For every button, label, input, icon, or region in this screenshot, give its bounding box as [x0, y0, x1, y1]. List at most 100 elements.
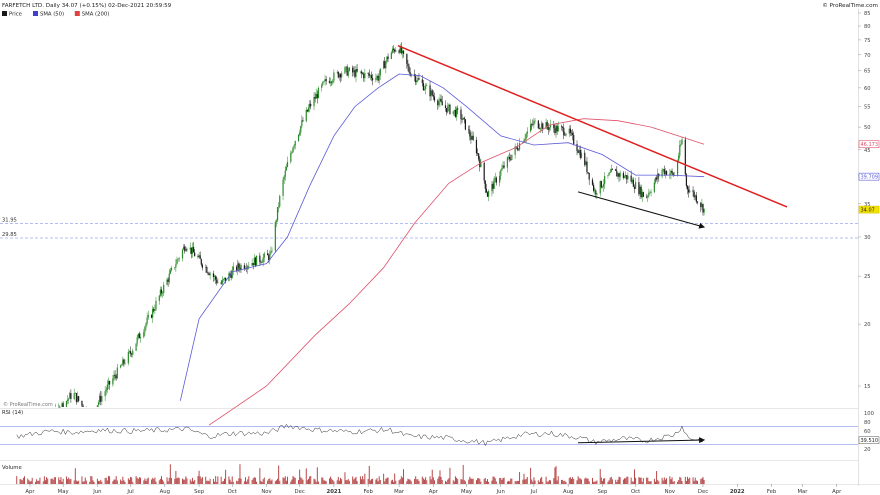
- candle-body: [344, 67, 346, 74]
- candle-body: [402, 50, 405, 54]
- volume-bar: [562, 479, 564, 484]
- candle-body: [383, 61, 385, 69]
- candle-body: [174, 267, 176, 269]
- candle-body: [592, 184, 595, 191]
- volume-bar: [515, 481, 517, 484]
- volume-bar: [305, 468, 307, 484]
- time-tick-label: Jul: [126, 489, 133, 495]
- volume-bar: [36, 479, 38, 484]
- volume-bar: [225, 469, 227, 484]
- volume-bar: [526, 476, 528, 484]
- candle-body: [262, 257, 264, 263]
- volume-bar: [51, 478, 53, 484]
- volume-bar: [159, 478, 161, 484]
- volume-bar: [91, 476, 93, 484]
- candle-body: [217, 282, 219, 284]
- candle-body: [685, 174, 688, 186]
- volume-bar: [168, 477, 170, 484]
- volume-bar: [391, 479, 393, 484]
- volume-bar: [447, 479, 449, 484]
- candle-body: [400, 46, 402, 54]
- volume-bar: [433, 480, 435, 484]
- candle-body: [670, 170, 672, 174]
- volume-bar: [151, 479, 153, 484]
- candle-body: [78, 396, 80, 401]
- candle-body: [672, 172, 674, 176]
- volume-bar: [73, 480, 75, 484]
- candle-body: [305, 109, 307, 122]
- volume-bar: [599, 469, 601, 484]
- price-tick-label: 30: [864, 235, 871, 241]
- candle-body: [523, 140, 525, 143]
- volume-bar: [205, 476, 207, 484]
- candle-body: [116, 367, 118, 379]
- volume-bar: [345, 480, 347, 484]
- volume-bar: [377, 481, 379, 484]
- candle-body: [417, 78, 419, 81]
- candle-body: [626, 175, 628, 180]
- chart-header: FARFETCH LTD. Daily 34.07 (+0.15%) 02-De…: [0, 0, 880, 9]
- volume-bar: [200, 478, 202, 484]
- candle-body: [322, 81, 324, 85]
- volume-bar: [618, 476, 620, 484]
- candle-body: [464, 119, 467, 130]
- candle-body: [261, 262, 263, 264]
- candle-body: [448, 104, 450, 107]
- volume-bar: [23, 476, 25, 484]
- candle-body: [476, 153, 479, 154]
- candle-body: [533, 120, 535, 125]
- candle-body: [686, 185, 689, 190]
- candle-body: [568, 128, 570, 134]
- volume-bar: [453, 481, 455, 484]
- volume-bar: [541, 476, 543, 484]
- candle-body: [301, 120, 303, 127]
- volume-bar: [201, 476, 203, 484]
- volume-bar: [533, 477, 535, 484]
- volume-bar: [322, 477, 324, 484]
- candle-body: [584, 152, 586, 165]
- volume-bar: [367, 478, 369, 484]
- volume-bar: [446, 481, 448, 484]
- candle-body: [639, 186, 641, 195]
- candle-body: [680, 144, 682, 146]
- volume-bar: [337, 476, 339, 484]
- candle-body: [633, 186, 636, 189]
- volume-bar: [346, 480, 348, 484]
- candle-body: [336, 71, 338, 73]
- volume-bar: [328, 478, 330, 484]
- volume-bar: [348, 480, 350, 484]
- candle-body: [518, 143, 521, 150]
- candle-body: [299, 132, 301, 135]
- candle-body: [457, 108, 459, 110]
- candle-body: [502, 165, 504, 169]
- time-tick-label: 2022: [730, 489, 745, 495]
- candle-series: [55, 42, 705, 408]
- volume-bar: [107, 476, 109, 484]
- volume-bar: [331, 478, 333, 484]
- volume-bar: [216, 481, 218, 484]
- candle-body: [615, 169, 617, 171]
- candle-body: [216, 279, 218, 284]
- candle-body: [501, 168, 503, 171]
- time-tick-label: Feb: [767, 489, 777, 495]
- time-tick-label: Oct: [228, 489, 237, 495]
- candle-body: [337, 71, 339, 78]
- candle-body: [114, 374, 116, 377]
- volume-bar: [143, 480, 145, 484]
- volume-bar: [609, 477, 611, 484]
- volume-bar: [593, 481, 595, 484]
- volume-bar: [610, 476, 612, 484]
- volume-bar: [596, 480, 598, 484]
- candle-body: [189, 247, 191, 250]
- volume-bar: [170, 478, 172, 484]
- volume-bar: [47, 478, 49, 484]
- candle-body: [485, 188, 488, 193]
- volume-bar: [30, 480, 32, 484]
- candle-body: [323, 81, 325, 82]
- candle-body: [475, 139, 478, 154]
- candle-body: [669, 173, 671, 176]
- candle-body: [611, 169, 613, 170]
- candle-body: [472, 135, 474, 140]
- volume-bar: [531, 479, 533, 484]
- volume-bar: [21, 480, 23, 484]
